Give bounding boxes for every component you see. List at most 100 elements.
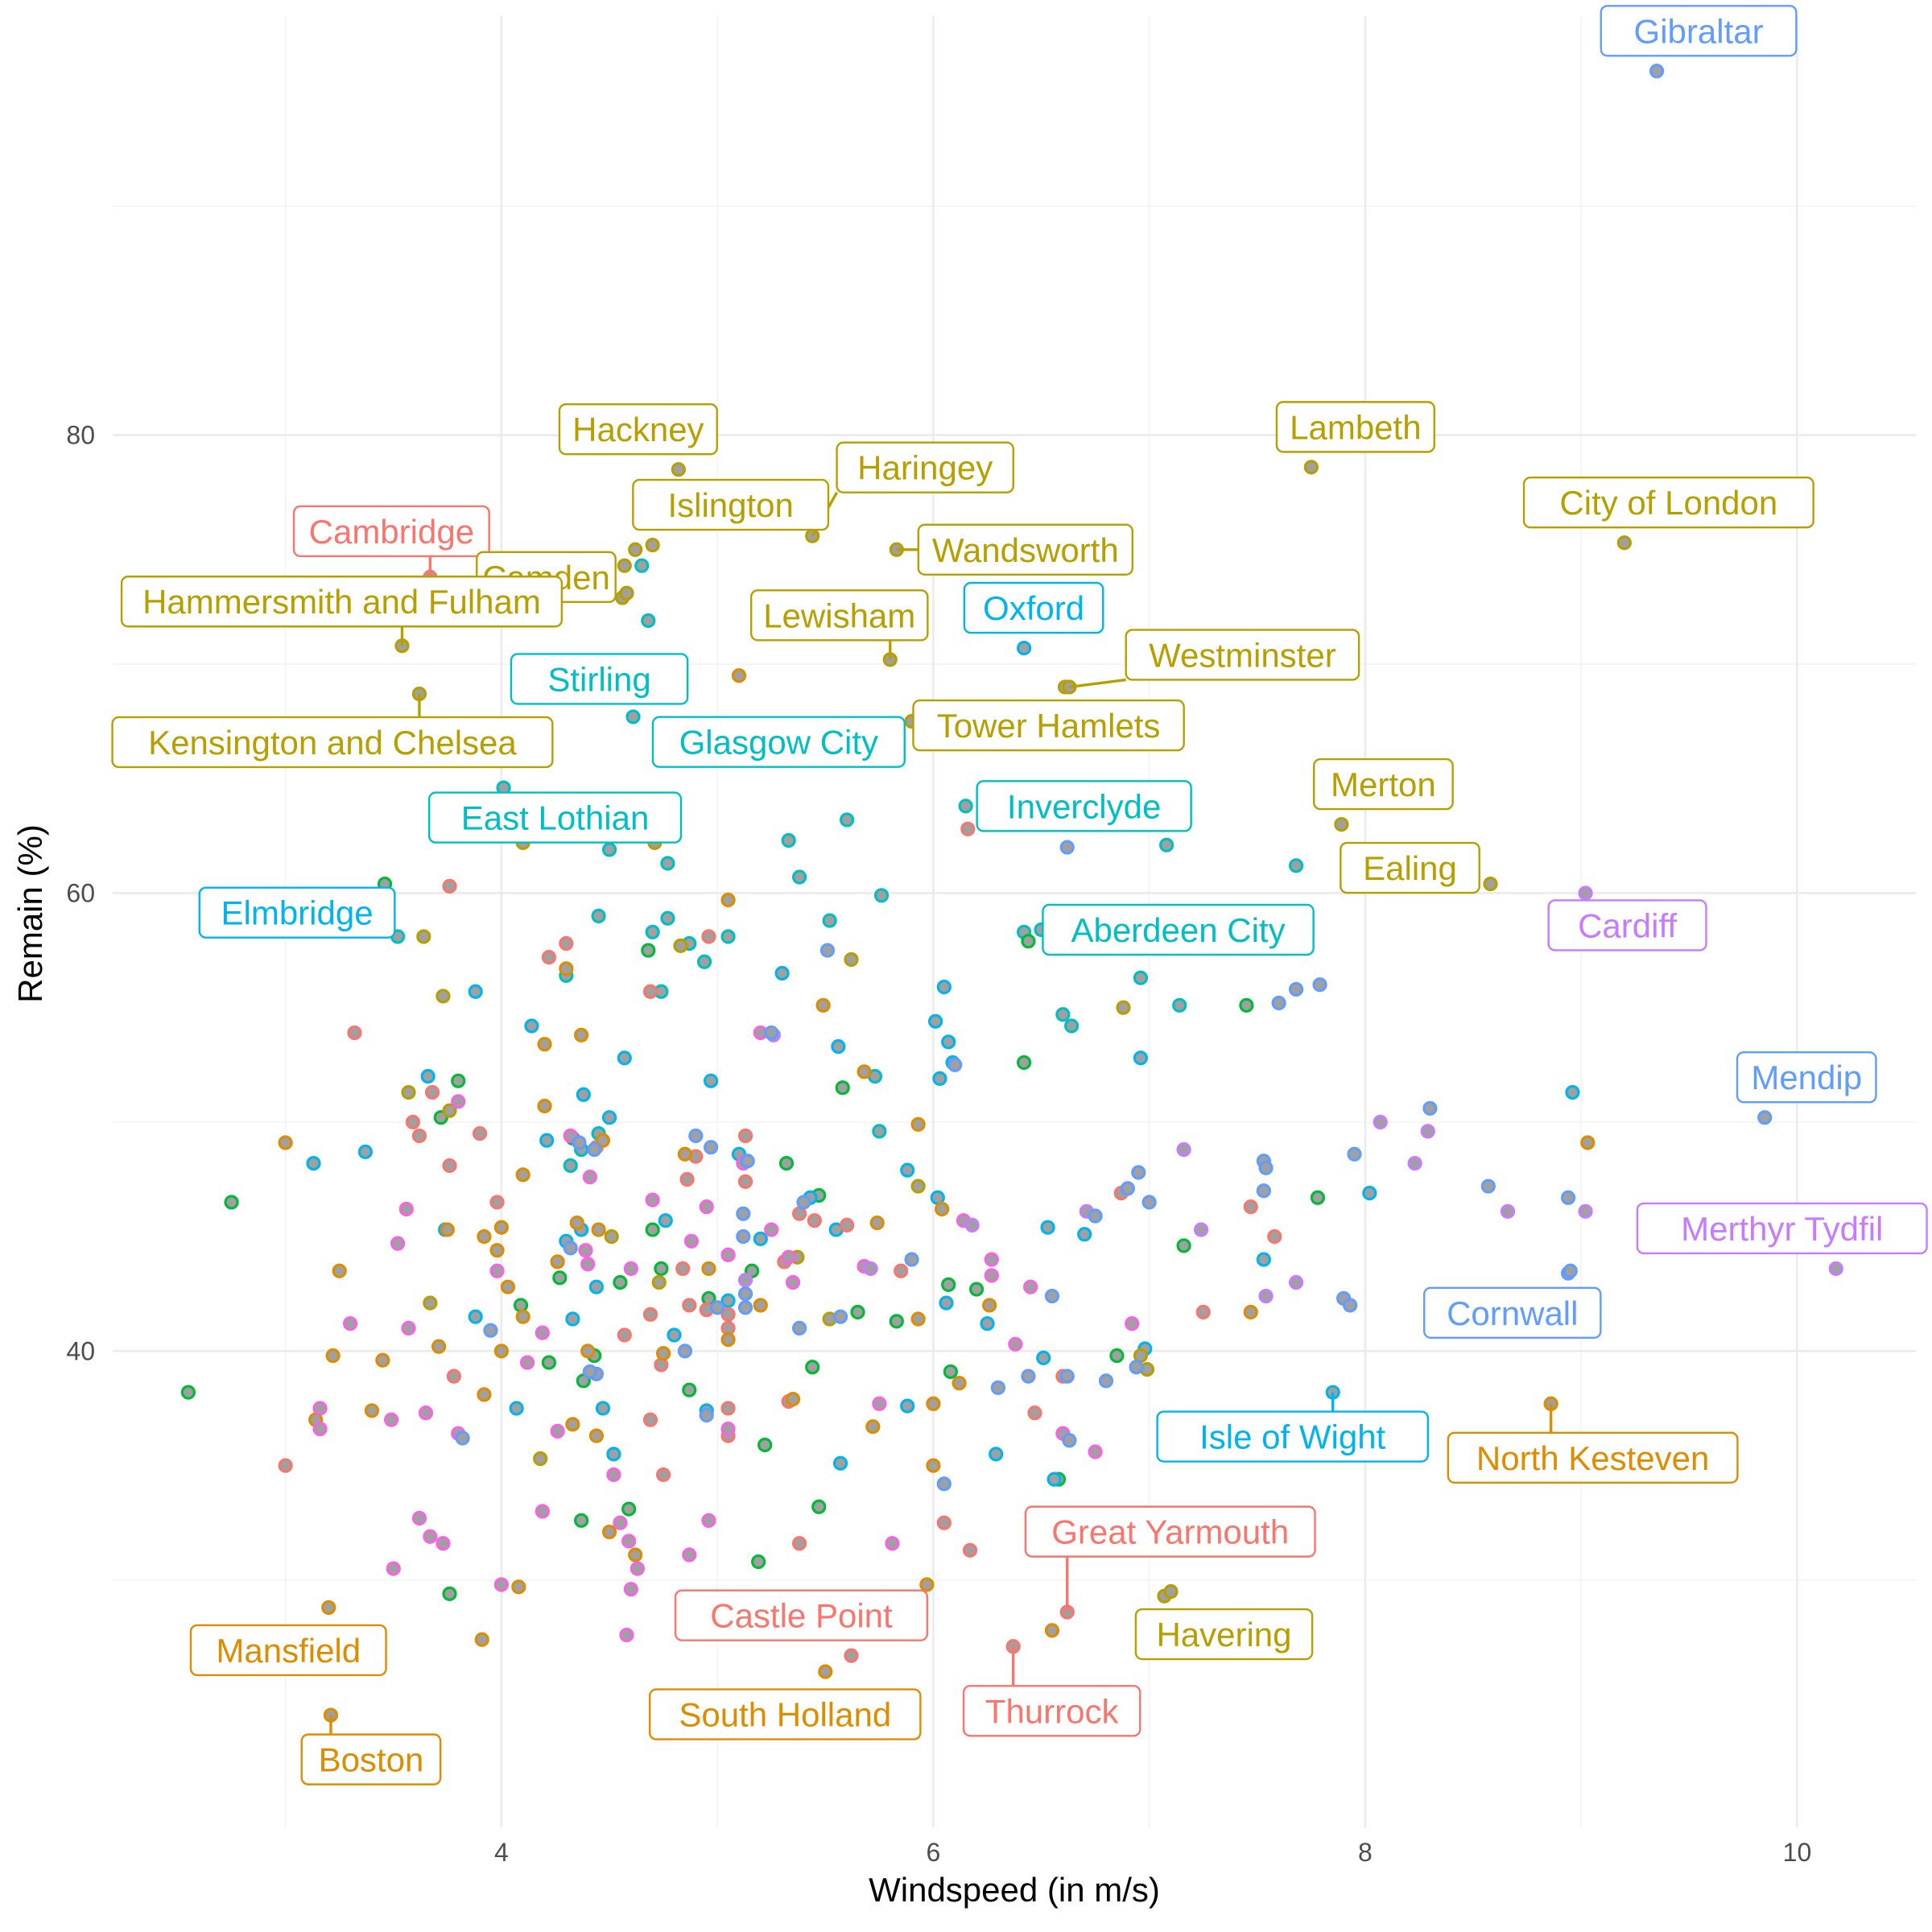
data-point (1016, 1055, 1032, 1071)
data-point (1176, 1141, 1191, 1158)
data-point (312, 1421, 328, 1437)
data-point (1141, 1195, 1157, 1210)
data-point (1407, 1155, 1422, 1171)
data-point (720, 1332, 736, 1348)
point-label-text: Gibraltar (1634, 12, 1764, 50)
data-point (865, 1419, 881, 1435)
data-point (1560, 1190, 1576, 1205)
data-point (731, 668, 747, 683)
data-point (710, 1300, 725, 1315)
point-label: Ealing (1340, 841, 1480, 894)
point-label-box (189, 1624, 387, 1677)
data-point (701, 1513, 716, 1528)
data-point (791, 1320, 807, 1335)
data-point (642, 1412, 658, 1427)
data-point (613, 1515, 628, 1530)
point-label-box (648, 1688, 922, 1740)
point-label-box (917, 523, 1133, 576)
data-point (894, 1263, 909, 1278)
data-point (943, 1364, 958, 1380)
data-point (474, 1632, 489, 1647)
data-point (416, 929, 431, 944)
data-point (601, 1524, 617, 1540)
data-point (420, 1068, 436, 1084)
data-point (591, 1222, 606, 1237)
data-point (606, 1447, 621, 1462)
data-point (737, 1300, 753, 1315)
data-point (332, 1263, 347, 1278)
point-label-box (558, 403, 718, 456)
data-point (791, 869, 807, 885)
data-point (900, 1398, 915, 1414)
point-label-text: Thurrock (985, 1692, 1120, 1730)
point-label-text: Kensington and Chelsea (148, 724, 517, 762)
data-point (939, 1295, 954, 1311)
data-point (357, 1144, 373, 1159)
y-axis-title: Remain (%) (11, 824, 49, 1003)
point-label-text: Ealing (1363, 849, 1457, 887)
point-label: Islington (632, 478, 830, 531)
point-label-text: Wandsworth (932, 531, 1119, 569)
data-point (844, 1648, 859, 1663)
data-point (1616, 535, 1632, 551)
data-point (1256, 1252, 1271, 1267)
data-point (645, 537, 660, 553)
data-point (885, 1536, 900, 1551)
data-point (537, 1098, 552, 1114)
data-point (1059, 840, 1075, 855)
data-point (552, 1270, 568, 1286)
data-point (873, 888, 890, 903)
data-point (654, 1261, 669, 1277)
data-point (1362, 1185, 1377, 1201)
data-point (642, 1307, 658, 1322)
data-point (926, 1396, 941, 1411)
data-point (641, 943, 656, 958)
data-point (1172, 997, 1187, 1013)
data-point (941, 1034, 956, 1050)
data-point (753, 1231, 768, 1247)
point-label-box (292, 505, 490, 558)
point-label-text: Stirling (547, 660, 650, 698)
point-label-box (1156, 1410, 1429, 1463)
point-label-text: Inverclyde (1007, 787, 1161, 825)
data-point (960, 821, 976, 836)
data-point (832, 1455, 848, 1471)
data-point (1077, 1227, 1092, 1242)
data-point (617, 1051, 632, 1066)
data-point (390, 1236, 406, 1251)
data-point (1116, 1000, 1131, 1015)
data-point (342, 1316, 358, 1331)
point-label-box (1275, 401, 1435, 453)
data-point (595, 1401, 611, 1416)
data-point (364, 1403, 380, 1418)
x-tick-label: 10 (1783, 1838, 1812, 1867)
point-label-box (1313, 758, 1454, 811)
data-point (1828, 1261, 1843, 1277)
data-point (321, 1600, 336, 1616)
data-point (1046, 1472, 1062, 1487)
data-point (533, 1451, 548, 1467)
data-point (703, 1073, 719, 1088)
data-point (751, 1554, 766, 1570)
data-point (990, 1380, 1005, 1395)
data-point (682, 1298, 697, 1313)
data-point (926, 1458, 941, 1473)
point-label-box (1522, 477, 1814, 529)
data-point (701, 929, 716, 944)
data-point (1288, 1274, 1304, 1290)
point-label: Cambridge (292, 505, 490, 558)
data-point (278, 1135, 293, 1150)
data-point (758, 1437, 773, 1453)
point-label-box (912, 699, 1185, 752)
data-point (572, 1135, 587, 1150)
data-point (1062, 1433, 1077, 1448)
data-point (1334, 817, 1349, 832)
data-point (574, 1027, 589, 1042)
point-label: Cardiff (1547, 899, 1707, 952)
point-label-box (836, 441, 1014, 493)
data-point (818, 1664, 833, 1679)
data-point (682, 1547, 697, 1563)
data-point (679, 1171, 695, 1187)
point-label-box (1447, 1431, 1739, 1484)
data-point (493, 1220, 509, 1235)
